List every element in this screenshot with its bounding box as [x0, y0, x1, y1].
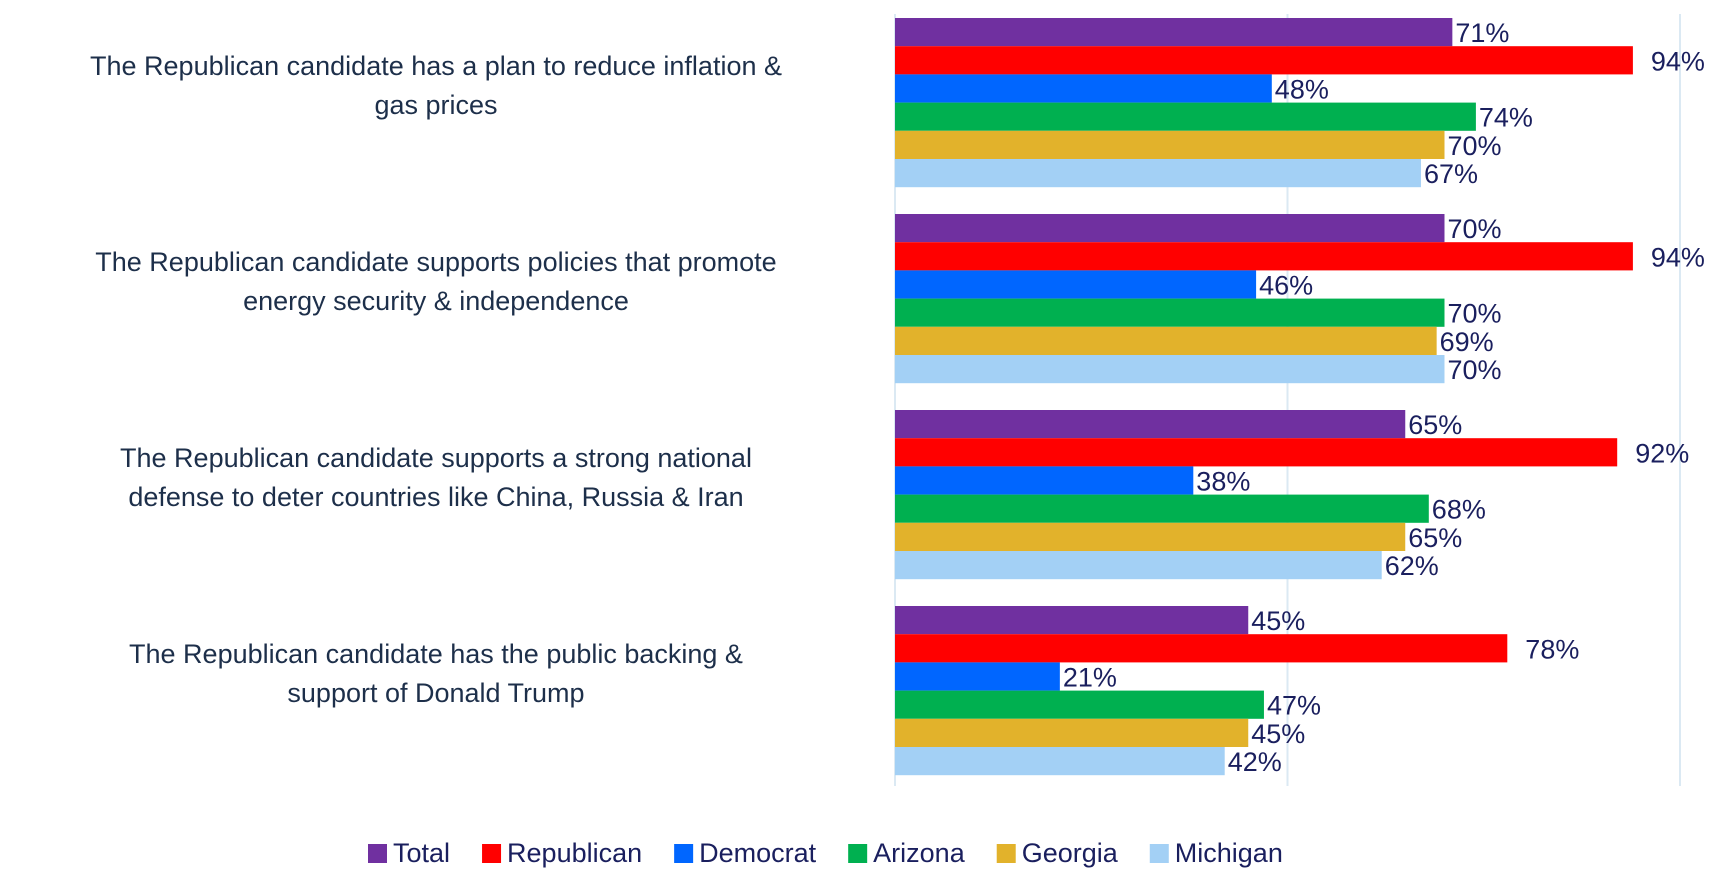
- bar-arizona-2: [895, 298, 1445, 327]
- bar-arizona-3: [895, 494, 1429, 523]
- value-label-georgia-2: 69%: [1440, 327, 1494, 357]
- bar-georgia-4: [895, 718, 1249, 747]
- value-label-democrat-2: 46%: [1259, 271, 1313, 301]
- value-label-total-1: 71%: [1455, 18, 1509, 48]
- category-label-2: The Republican candidate supports polici…: [95, 247, 776, 316]
- bars: [895, 18, 1633, 776]
- value-label-michigan-3: 62%: [1385, 551, 1439, 581]
- value-label-georgia-1: 70%: [1448, 131, 1502, 161]
- category-labels: The Republican candidate has a plan to r…: [90, 51, 782, 708]
- value-label-georgia-3: 65%: [1408, 523, 1462, 553]
- bar-republican-4: [895, 634, 1508, 663]
- bar-total-2: [895, 214, 1445, 243]
- value-label-michigan-1: 67%: [1424, 159, 1478, 189]
- legend-label-total: Total: [393, 838, 450, 868]
- legend-label-arizona: Arizona: [873, 838, 966, 868]
- bar-total-1: [895, 18, 1453, 47]
- value-label-republican-4: 78%: [1525, 634, 1579, 664]
- legend-swatch-democrat: [674, 844, 694, 863]
- value-label-democrat-1: 48%: [1275, 75, 1329, 105]
- legend: Total Republican Democrat Arizona Georgia Mic…: [368, 838, 1283, 868]
- legend-label-michigan: Michigan: [1175, 838, 1283, 868]
- bar-michigan-2: [895, 355, 1445, 384]
- legend-label-democrat: Democrat: [699, 838, 817, 868]
- value-label-arizona-4: 47%: [1267, 691, 1321, 721]
- bar-michigan-4: [895, 747, 1225, 776]
- value-label-democrat-4: 21%: [1063, 663, 1117, 693]
- legend-label-republican: Republican: [507, 838, 642, 868]
- bar-republican-1: [895, 46, 1633, 75]
- bar-michigan-3: [895, 551, 1382, 580]
- category-label-3: The Republican candidate supports a stro…: [120, 443, 752, 512]
- category-label-1: The Republican candidate has a plan to r…: [90, 51, 782, 120]
- bar-democrat-2: [895, 270, 1257, 299]
- bar-georgia-2: [895, 326, 1437, 355]
- value-label-total-2: 70%: [1448, 214, 1502, 244]
- category-label-4: The Republican candidate has the public …: [129, 639, 743, 708]
- bar-arizona-4: [895, 690, 1264, 719]
- value-label-republican-1: 94%: [1651, 46, 1705, 76]
- bar-democrat-1: [895, 74, 1272, 103]
- value-label-arizona-1: 74%: [1479, 103, 1533, 133]
- legend-label-georgia: Georgia: [1022, 838, 1119, 868]
- bar-georgia-1: [895, 130, 1445, 159]
- bar-total-3: [895, 410, 1406, 439]
- legend-swatch-michigan: [1149, 844, 1169, 863]
- bar-arizona-1: [895, 102, 1476, 131]
- value-label-republican-3: 92%: [1635, 438, 1689, 468]
- bar-total-4: [895, 606, 1249, 635]
- value-labels: 71%94%48%74%70%67%70%94%46%70%69%70%65%9…: [1063, 18, 1705, 777]
- bar-georgia-3: [895, 522, 1406, 551]
- bar-republican-3: [895, 438, 1618, 467]
- value-label-democrat-3: 38%: [1196, 467, 1250, 497]
- bar-republican-2: [895, 242, 1633, 271]
- legend-swatch-georgia: [996, 844, 1016, 863]
- value-label-georgia-4: 45%: [1251, 719, 1305, 749]
- value-label-arizona-2: 70%: [1448, 299, 1502, 329]
- legend-swatch-republican: [482, 844, 502, 863]
- value-label-republican-2: 94%: [1651, 242, 1705, 272]
- value-label-michigan-2: 70%: [1448, 355, 1502, 385]
- value-label-michigan-4: 42%: [1228, 747, 1282, 777]
- value-label-total-3: 65%: [1408, 410, 1462, 440]
- legend-swatch-total: [368, 844, 387, 863]
- legend-swatch-arizona: [848, 844, 868, 863]
- value-label-arizona-3: 68%: [1432, 495, 1486, 525]
- bar-democrat-4: [895, 662, 1060, 691]
- bar-michigan-1: [895, 159, 1421, 188]
- value-label-total-4: 45%: [1251, 606, 1305, 636]
- bar-democrat-3: [895, 466, 1194, 495]
